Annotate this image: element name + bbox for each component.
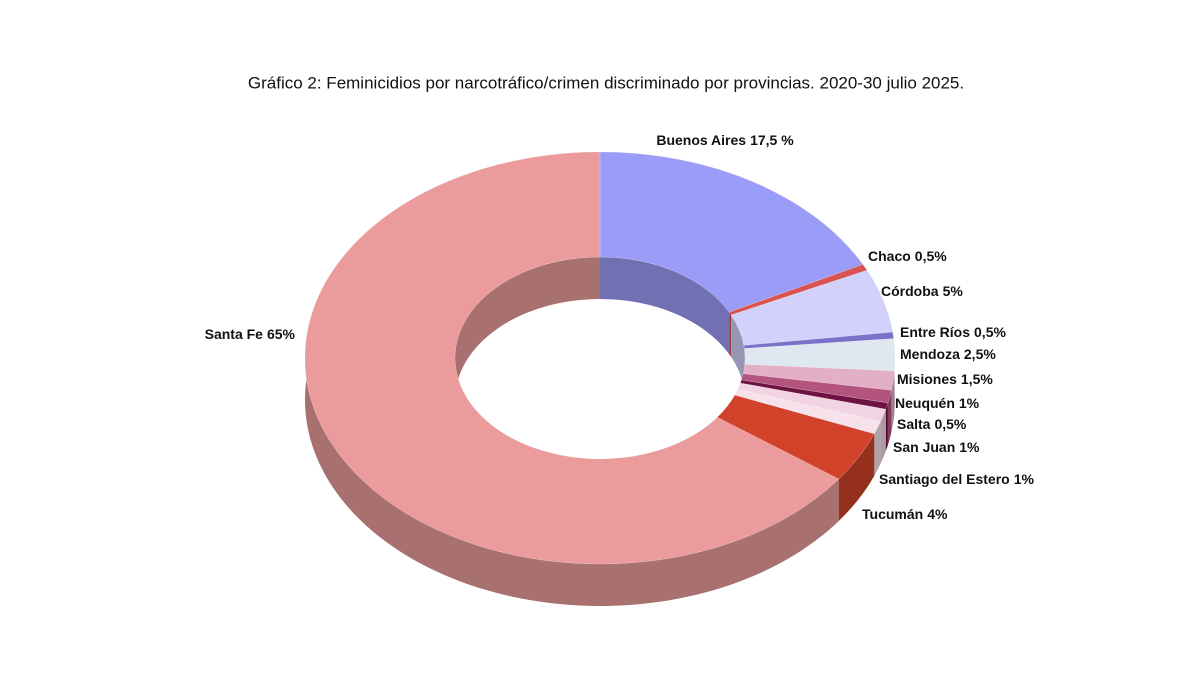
data-label: Salta 0,5% bbox=[897, 416, 967, 432]
category-label: Santiago del Estero bbox=[879, 471, 1010, 487]
slice bbox=[743, 331, 894, 349]
data-label: Chaco 0,5% bbox=[868, 248, 947, 264]
slice-outer-side bbox=[887, 390, 892, 445]
category-label: Tucumán bbox=[862, 506, 923, 522]
slice-inner-side bbox=[729, 312, 732, 357]
value-label: 4% bbox=[927, 506, 948, 522]
slice-outer-side bbox=[874, 421, 881, 476]
slice-inner-side bbox=[600, 257, 730, 355]
slice-outer-side bbox=[885, 402, 888, 452]
data-label: Misiones 1,5% bbox=[897, 371, 993, 387]
category-label: Salta bbox=[897, 416, 931, 432]
slice bbox=[304, 151, 840, 565]
data-label: Santiago del Estero 1% bbox=[879, 471, 1034, 487]
category-label: Santa Fe bbox=[205, 326, 264, 342]
data-label: Buenos Aires 17,5 % bbox=[656, 132, 794, 148]
category-label: Chaco bbox=[868, 248, 911, 264]
value-label: 2,5% bbox=[964, 346, 996, 362]
category-label: Mendoza bbox=[900, 346, 960, 362]
data-label: Santa Fe 65% bbox=[205, 326, 296, 342]
value-label: 1% bbox=[1014, 471, 1035, 487]
slice-outer-side bbox=[880, 409, 886, 464]
slice-outer-side bbox=[838, 433, 875, 522]
value-label: 5% bbox=[943, 283, 964, 299]
value-label: 0,5% bbox=[915, 248, 947, 264]
value-label: 65% bbox=[267, 326, 296, 342]
category-label: San Juan bbox=[893, 439, 955, 455]
value-label: 1% bbox=[959, 395, 980, 411]
data-label: Mendoza 2,5% bbox=[900, 346, 996, 362]
slice bbox=[728, 264, 868, 316]
value-label: 1% bbox=[959, 439, 980, 455]
category-label: Entre Ríos bbox=[900, 324, 970, 340]
value-label: 0,5% bbox=[974, 324, 1006, 340]
category-label: Misiones bbox=[897, 371, 957, 387]
slice bbox=[730, 269, 893, 346]
category-label: Neuquén bbox=[895, 395, 955, 411]
value-label: 1,5% bbox=[961, 371, 993, 387]
data-label: Neuquén 1% bbox=[895, 395, 980, 411]
slice bbox=[599, 151, 864, 313]
value-label: 17,5 % bbox=[750, 132, 794, 148]
slice-inner-side bbox=[731, 314, 744, 388]
category-label: Córdoba bbox=[881, 283, 939, 299]
chart-title: Gráfico 2: Feminicidios por narcotráfico… bbox=[248, 73, 964, 92]
category-label: Buenos Aires bbox=[656, 132, 746, 148]
value-label: 0,5% bbox=[934, 416, 966, 432]
slice-outer-side bbox=[891, 370, 895, 433]
data-label: Entre Ríos 0,5% bbox=[900, 324, 1006, 340]
data-label: San Juan 1% bbox=[893, 439, 980, 455]
top-faces bbox=[304, 151, 896, 565]
slice bbox=[741, 373, 892, 404]
data-label: Tucumán 4% bbox=[862, 506, 948, 522]
data-label: Córdoba 5% bbox=[881, 283, 963, 299]
